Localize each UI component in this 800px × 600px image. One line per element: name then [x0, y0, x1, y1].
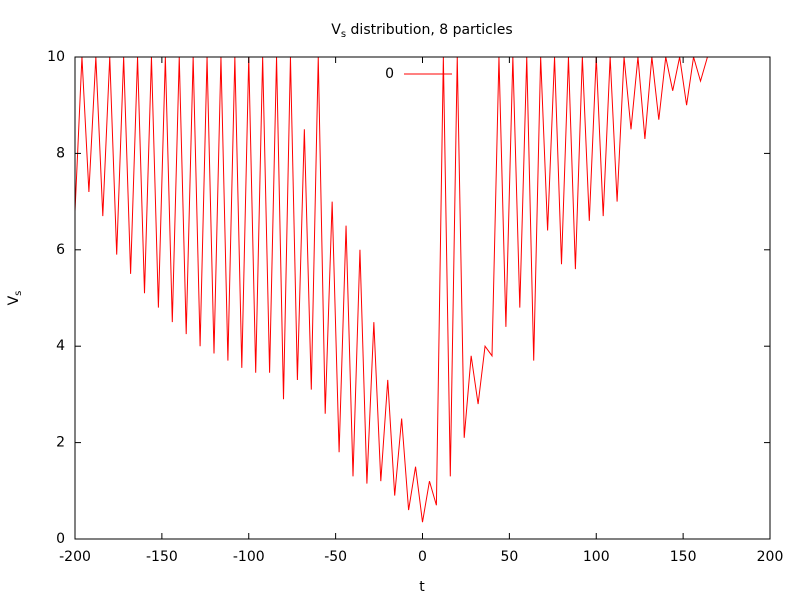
ylabel-subscript: s	[13, 291, 24, 296]
y-tick-label: 10	[47, 49, 65, 65]
title-part: distribution, 8 particles	[346, 22, 513, 38]
x-tick-label: 150	[670, 549, 697, 565]
ylabel-part: V	[6, 295, 22, 305]
y-tick-label: 4	[56, 338, 65, 354]
x-axis-label: t	[419, 579, 425, 595]
x-tick-label: -100	[233, 549, 265, 565]
x-tick-label: -150	[146, 549, 178, 565]
x-tick-label: -50	[324, 549, 347, 565]
y-tick-label: 2	[56, 435, 65, 451]
legend-label: 0	[385, 66, 394, 82]
y-tick-label: 0	[56, 531, 65, 547]
x-tick-label: 100	[583, 549, 610, 565]
plot-area	[75, 57, 708, 523]
data-line	[75, 57, 708, 523]
x-tick-label: 0	[418, 549, 427, 565]
chart-title: Vs distribution, 8 particles	[331, 22, 512, 40]
title-subscript: s	[341, 29, 346, 40]
y-tick-label: 6	[56, 242, 65, 258]
y-tick-label: 8	[56, 145, 65, 161]
y-axis-label: Vs	[6, 291, 24, 306]
x-tick-label: 50	[500, 549, 518, 565]
x-tick-label: 200	[757, 549, 784, 565]
x-tick-label: -200	[59, 549, 91, 565]
title-part: V	[331, 22, 341, 38]
